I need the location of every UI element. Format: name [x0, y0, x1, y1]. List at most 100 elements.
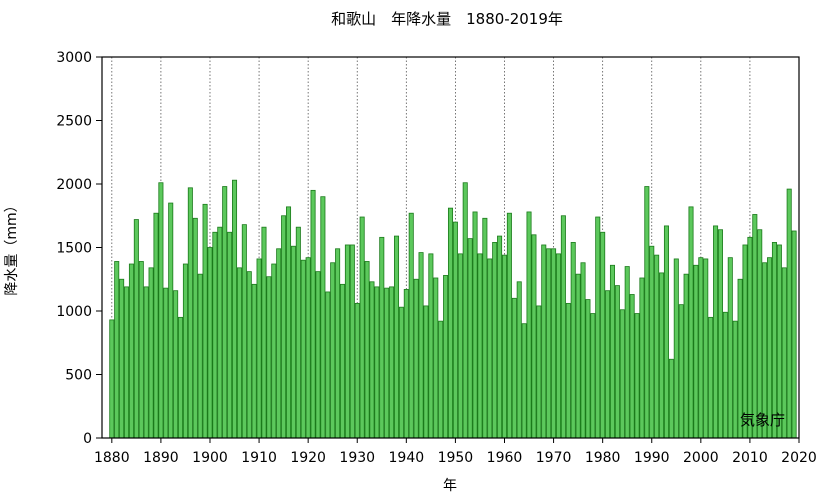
bar-1942: [413, 278, 419, 439]
bar-1913: [271, 263, 277, 439]
bar-1927: [339, 283, 346, 439]
bar-1936: [384, 287, 390, 439]
bar-1885: [133, 219, 139, 439]
x-tick-label: 2010: [732, 450, 768, 466]
bar-1933: [369, 281, 375, 439]
bar-1917: [290, 245, 296, 439]
bar-2005: [722, 311, 728, 439]
bar-1949: [447, 207, 454, 439]
bar-1925: [330, 262, 336, 439]
bar-1952: [462, 182, 468, 439]
bar-2009: [742, 244, 748, 439]
bar-1889: [153, 212, 159, 439]
bar-1965: [526, 211, 532, 439]
bar-1972: [560, 215, 566, 439]
bar-1982: [609, 264, 615, 439]
bar-1920: [305, 257, 311, 439]
bar-1977: [585, 299, 591, 439]
bar-2002: [708, 316, 714, 439]
bar-1929: [349, 244, 355, 439]
bar-2015: [771, 242, 777, 439]
bar-1941: [408, 212, 414, 439]
bar-1985: [624, 266, 630, 439]
y-tick-label: 3000: [56, 50, 92, 66]
bar-1934: [374, 286, 380, 439]
y-axis: 0 500 1000 1500 2000 2500 3000: [56, 50, 102, 447]
bar-1954: [472, 211, 478, 439]
bar-1989: [644, 186, 650, 439]
bar-2006: [727, 257, 733, 439]
bar-1999: [693, 264, 699, 439]
bar-1909: [251, 283, 257, 439]
bar-1911: [261, 226, 267, 439]
bar-1959: [497, 235, 503, 439]
bar-1991: [654, 254, 660, 439]
bar-1930: [354, 302, 360, 439]
x-tick-label: 1900: [192, 450, 228, 466]
bar-1997: [683, 273, 689, 439]
x-tick-label: 1970: [536, 450, 572, 466]
bar-2019: [791, 230, 797, 439]
bar-1907: [241, 224, 247, 439]
bar-1984: [619, 309, 625, 439]
bar-2012: [757, 229, 763, 439]
bar-1904: [227, 231, 233, 439]
x-tick-label: 1890: [143, 450, 179, 466]
bar-1996: [678, 304, 684, 439]
bar-1914: [276, 248, 282, 439]
bar-1918: [295, 226, 301, 439]
y-axis-title: 降水量（mm）: [4, 198, 20, 295]
bar-1948: [443, 275, 449, 439]
bar-1945: [428, 253, 434, 439]
x-tick-label: 1990: [634, 450, 670, 466]
bar-1884: [128, 263, 134, 439]
y-tick-label: 2000: [56, 177, 92, 193]
bar-1888: [148, 267, 154, 439]
bar-1881: [114, 261, 120, 439]
y-tick-label: 500: [65, 368, 92, 384]
bar-1940: [403, 289, 409, 439]
bar-1957: [487, 258, 493, 439]
bar-1915: [281, 215, 287, 439]
y-tick-label: 1500: [56, 241, 92, 257]
bar-1897: [192, 217, 198, 439]
bar-1905: [232, 179, 238, 439]
bar-2016: [776, 244, 782, 439]
bar-1994: [668, 358, 674, 439]
bar-1973: [565, 302, 571, 439]
bar-1958: [492, 242, 498, 439]
x-tick-label: 1880: [94, 450, 130, 466]
bar-1886: [138, 261, 144, 439]
bar-1990: [649, 245, 655, 439]
bar-1903: [222, 186, 228, 439]
bar-1892: [168, 202, 174, 439]
bar-1923: [320, 196, 326, 439]
x-tick-label: 1920: [290, 450, 326, 466]
bar-1981: [605, 290, 611, 439]
bar-1882: [119, 278, 125, 439]
bar-1938: [393, 235, 400, 439]
bar-1924: [325, 291, 331, 439]
bar-2000: [698, 257, 704, 439]
bar-1931: [359, 216, 365, 439]
bar-1899: [202, 203, 208, 439]
bar-2004: [717, 229, 723, 439]
bar-1902: [217, 226, 223, 439]
bar-1979: [595, 216, 601, 439]
bar-2010: [747, 236, 753, 439]
bar-1922: [315, 271, 321, 439]
bar-1995: [673, 258, 679, 439]
bar-1950: [452, 221, 458, 439]
x-axis-title: 年: [443, 478, 457, 494]
bar-1992: [659, 272, 665, 439]
x-tick-label: 1980: [585, 450, 621, 466]
bar-1943: [418, 252, 424, 439]
x-tick-label: 1930: [339, 450, 375, 466]
bar-1932: [364, 261, 370, 439]
bar-1900: [207, 247, 213, 439]
bar-1926: [335, 248, 341, 439]
x-tick-label: 1940: [389, 450, 425, 466]
x-tick-label: 1960: [487, 450, 523, 466]
x-tick-label: 2020: [781, 450, 817, 466]
